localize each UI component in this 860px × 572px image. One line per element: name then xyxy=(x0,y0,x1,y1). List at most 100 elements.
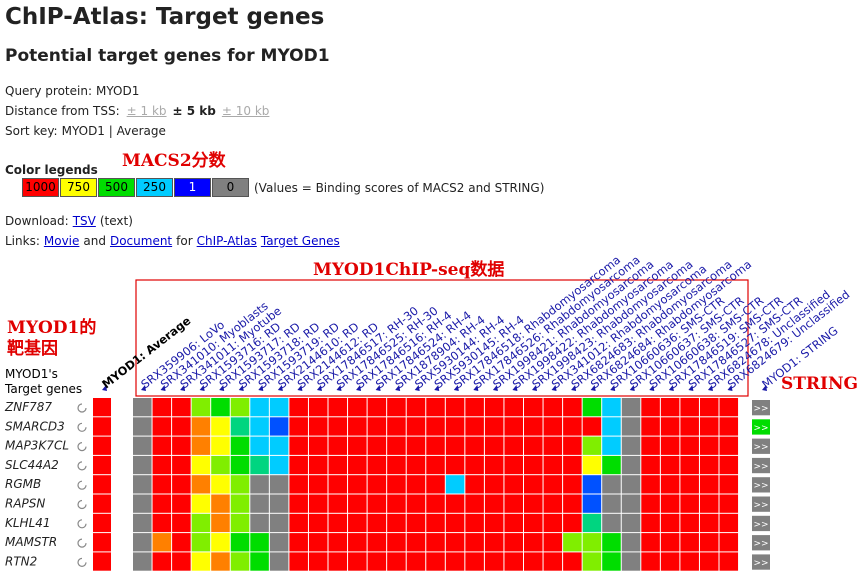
average-label[interactable]: MYOD1: Average xyxy=(99,313,193,391)
string-cell[interactable] xyxy=(752,438,770,454)
label-arrow xyxy=(668,385,674,391)
experiment-label[interactable]: SRX341010: Myoblasts xyxy=(158,299,271,392)
string-cell[interactable] xyxy=(752,477,770,493)
score-cell xyxy=(308,455,328,475)
string-button[interactable]: >> xyxy=(753,404,768,414)
string-button[interactable]: >> xyxy=(753,443,768,453)
gene-name[interactable]: SLC44A2 xyxy=(5,458,59,472)
string-cell[interactable] xyxy=(752,554,770,570)
experiment-label[interactable]: SRX6824684: Rhabdomyosarcoma xyxy=(588,257,754,391)
experiment-label[interactable]: SRX17846525: RH-30 xyxy=(334,304,441,392)
experiment-label[interactable]: SRX1878904: RH-4 xyxy=(392,313,487,392)
string-button[interactable]: >> xyxy=(753,481,768,491)
gene-name[interactable]: ZNF787 xyxy=(4,400,52,414)
score-cell xyxy=(191,533,211,552)
link[interactable]: Target Genes xyxy=(260,234,340,248)
experiment-label[interactable]: SRX17846527: SMS-CTR xyxy=(686,294,806,392)
label-arrow xyxy=(219,385,225,391)
gene-name[interactable]: MAMSTR xyxy=(5,535,57,549)
string-cell[interactable] xyxy=(752,515,770,532)
score-cell xyxy=(426,552,445,571)
score-cell xyxy=(641,455,660,475)
score-cell xyxy=(250,533,269,552)
experiment-label[interactable]: SRX6824679: Unclassified xyxy=(725,287,853,391)
string-button[interactable]: >> xyxy=(753,558,768,568)
experiment-label[interactable]: SRX1593717: RD xyxy=(216,319,303,391)
distance-option[interactable]: ± 1 kb xyxy=(126,104,167,118)
experiment-label[interactable]: SRX1593718: RD xyxy=(236,319,323,391)
score-cell xyxy=(602,552,621,571)
string-button[interactable]: >> xyxy=(753,462,768,472)
experiment-label[interactable]: SRX17846516: RH-4 xyxy=(353,308,454,391)
experiment-label[interactable]: SRX17846526: Rhabdomyosarcoma xyxy=(471,253,643,392)
distance-option[interactable]: ± 10 kb xyxy=(221,104,270,118)
label-arrow xyxy=(590,385,596,391)
gene-name[interactable]: MAP3K7CL xyxy=(5,439,69,453)
score-cell xyxy=(484,455,504,475)
experiment-label[interactable]: SRX17846518: Rhabdomyosarcoma xyxy=(451,253,623,392)
experiment-label[interactable]: SRX10660637: SMS-CTR xyxy=(627,294,747,392)
score-cell xyxy=(152,513,172,533)
string-button[interactable]: >> xyxy=(753,501,768,511)
experiment-label[interactable]: SRX341012: Rhabdomyosarcoma xyxy=(549,262,709,392)
score-cell xyxy=(602,417,621,436)
link[interactable]: Movie xyxy=(43,234,80,248)
experiment-label[interactable]: SRX6824683: Rhabdomyosarcoma xyxy=(568,257,734,391)
refresh-icon xyxy=(77,519,87,529)
experiment-label[interactable]: SRX17846524: RH-4 xyxy=(373,308,474,391)
string-cell[interactable] xyxy=(752,496,770,512)
annotation: MYOD1ChIP-seq数据 xyxy=(313,259,504,280)
experiment-label[interactable]: SRX6824678: Unclassified xyxy=(705,287,833,391)
gene-name[interactable]: RGMB xyxy=(5,477,41,491)
refresh-icon xyxy=(77,557,87,567)
score-cell xyxy=(191,494,211,513)
gene-header: MYOD1's xyxy=(5,367,58,381)
experiment-label[interactable]: SRX2144612: RD xyxy=(295,319,382,391)
score-cell xyxy=(269,398,289,417)
string-label[interactable]: MYOD1: STRING xyxy=(759,324,840,392)
experiment-label[interactable]: SRX17846519: SMS-CTR xyxy=(666,294,786,392)
refresh-icon xyxy=(77,499,87,510)
string-button[interactable]: >> xyxy=(753,539,768,549)
experiment-label[interactable]: SRX1593716: RD xyxy=(197,319,284,391)
experiment-label[interactable]: SRX1998421: Rhabdomyosarcoma xyxy=(490,257,656,391)
experiment-label[interactable]: SRX1998422: Rhabdomyosarcoma xyxy=(510,257,676,391)
score-cell xyxy=(211,455,230,475)
tsv-link[interactable]: TSV xyxy=(72,214,96,228)
score-cell xyxy=(328,475,348,494)
gene-name[interactable]: RTN2 xyxy=(5,554,37,568)
string-cell[interactable] xyxy=(752,535,770,551)
experiment-label[interactable]: SRX341011: Myotube xyxy=(177,304,284,392)
experiment-label[interactable]: SRX2144610: RD xyxy=(275,319,362,391)
experiment-label[interactable]: SRX5930144: RH-4 xyxy=(412,313,507,392)
experiment-label[interactable]: SRX10660636: SMS-CTR xyxy=(607,294,727,392)
link[interactable]: ChIP-Atlas xyxy=(196,234,257,248)
experiment-label[interactable]: SRX359906: LoVo xyxy=(138,318,227,392)
string-cell[interactable] xyxy=(752,419,770,435)
legend-title: Color legends xyxy=(5,163,98,177)
experiment-label[interactable]: SRX5930145: RH-4 xyxy=(431,313,526,392)
experiment-label[interactable]: SRX1593719: RD xyxy=(256,319,343,391)
string-button[interactable]: >> xyxy=(753,423,768,433)
score-cell xyxy=(719,417,739,436)
experiment-label[interactable]: SRX10660638: SMS-CTR xyxy=(647,294,767,392)
gene-name[interactable]: SMARCD3 xyxy=(5,419,65,433)
string-cell[interactable] xyxy=(752,457,770,474)
experiment-label[interactable]: SRX17846517: RH-30 xyxy=(314,304,421,392)
score-cell xyxy=(269,494,289,513)
string-cell[interactable] xyxy=(752,400,770,416)
score-cell xyxy=(563,513,582,533)
score-cell xyxy=(387,494,406,513)
score-cell xyxy=(367,552,387,571)
score-cell xyxy=(602,513,621,533)
string-button[interactable]: >> xyxy=(753,520,768,530)
score-cell xyxy=(289,513,308,533)
gene-name[interactable]: RAPSN xyxy=(5,497,45,511)
link[interactable]: Document xyxy=(109,234,173,248)
experiment-label[interactable]: SRX1998423: Rhabdomyosarcoma xyxy=(529,257,695,391)
label: Distance from TSS: xyxy=(5,104,120,118)
average-cell xyxy=(93,417,111,436)
score-cell xyxy=(484,552,504,571)
score-cell xyxy=(328,513,348,533)
gene-name[interactable]: KLHL41 xyxy=(5,516,51,530)
